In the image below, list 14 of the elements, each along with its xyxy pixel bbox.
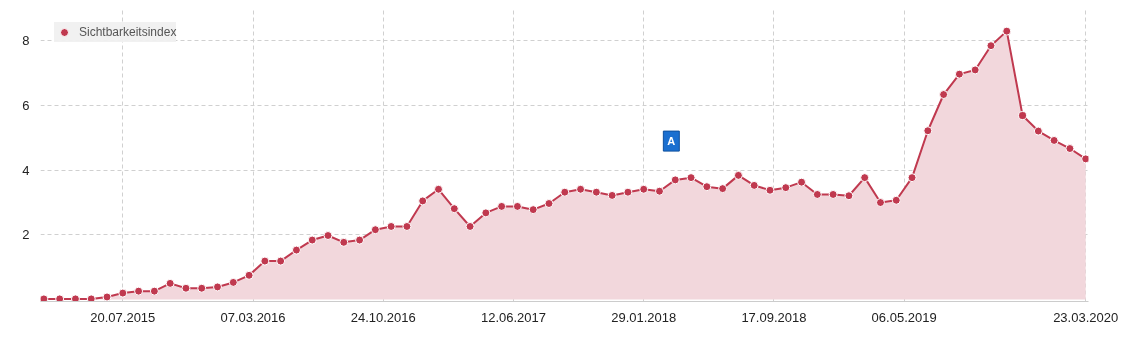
x-tick-label: 29.01.2018 bbox=[611, 309, 677, 325]
y-tick-label: 6 bbox=[22, 98, 30, 114]
x-tick-label: 24.10.2016 bbox=[350, 309, 416, 325]
y-tick-label: 8 bbox=[22, 33, 30, 49]
legend-label: Sichtbarkeitsindex bbox=[79, 25, 177, 39]
x-tick-label: 06.05.2019 bbox=[871, 309, 937, 325]
x-tick-label: 23.03.2020 bbox=[1053, 309, 1119, 325]
x-tick-label: 17.09.2018 bbox=[741, 309, 807, 325]
y-tick-label: 2 bbox=[22, 227, 30, 243]
annotation: A bbox=[667, 135, 676, 148]
x-tick-label: 12.06.2017 bbox=[480, 309, 547, 325]
y-tick-label: 4 bbox=[22, 162, 30, 178]
x-tick-label: 20.07.2015 bbox=[90, 309, 156, 325]
x-tick-label: 07.03.2016 bbox=[220, 309, 286, 325]
